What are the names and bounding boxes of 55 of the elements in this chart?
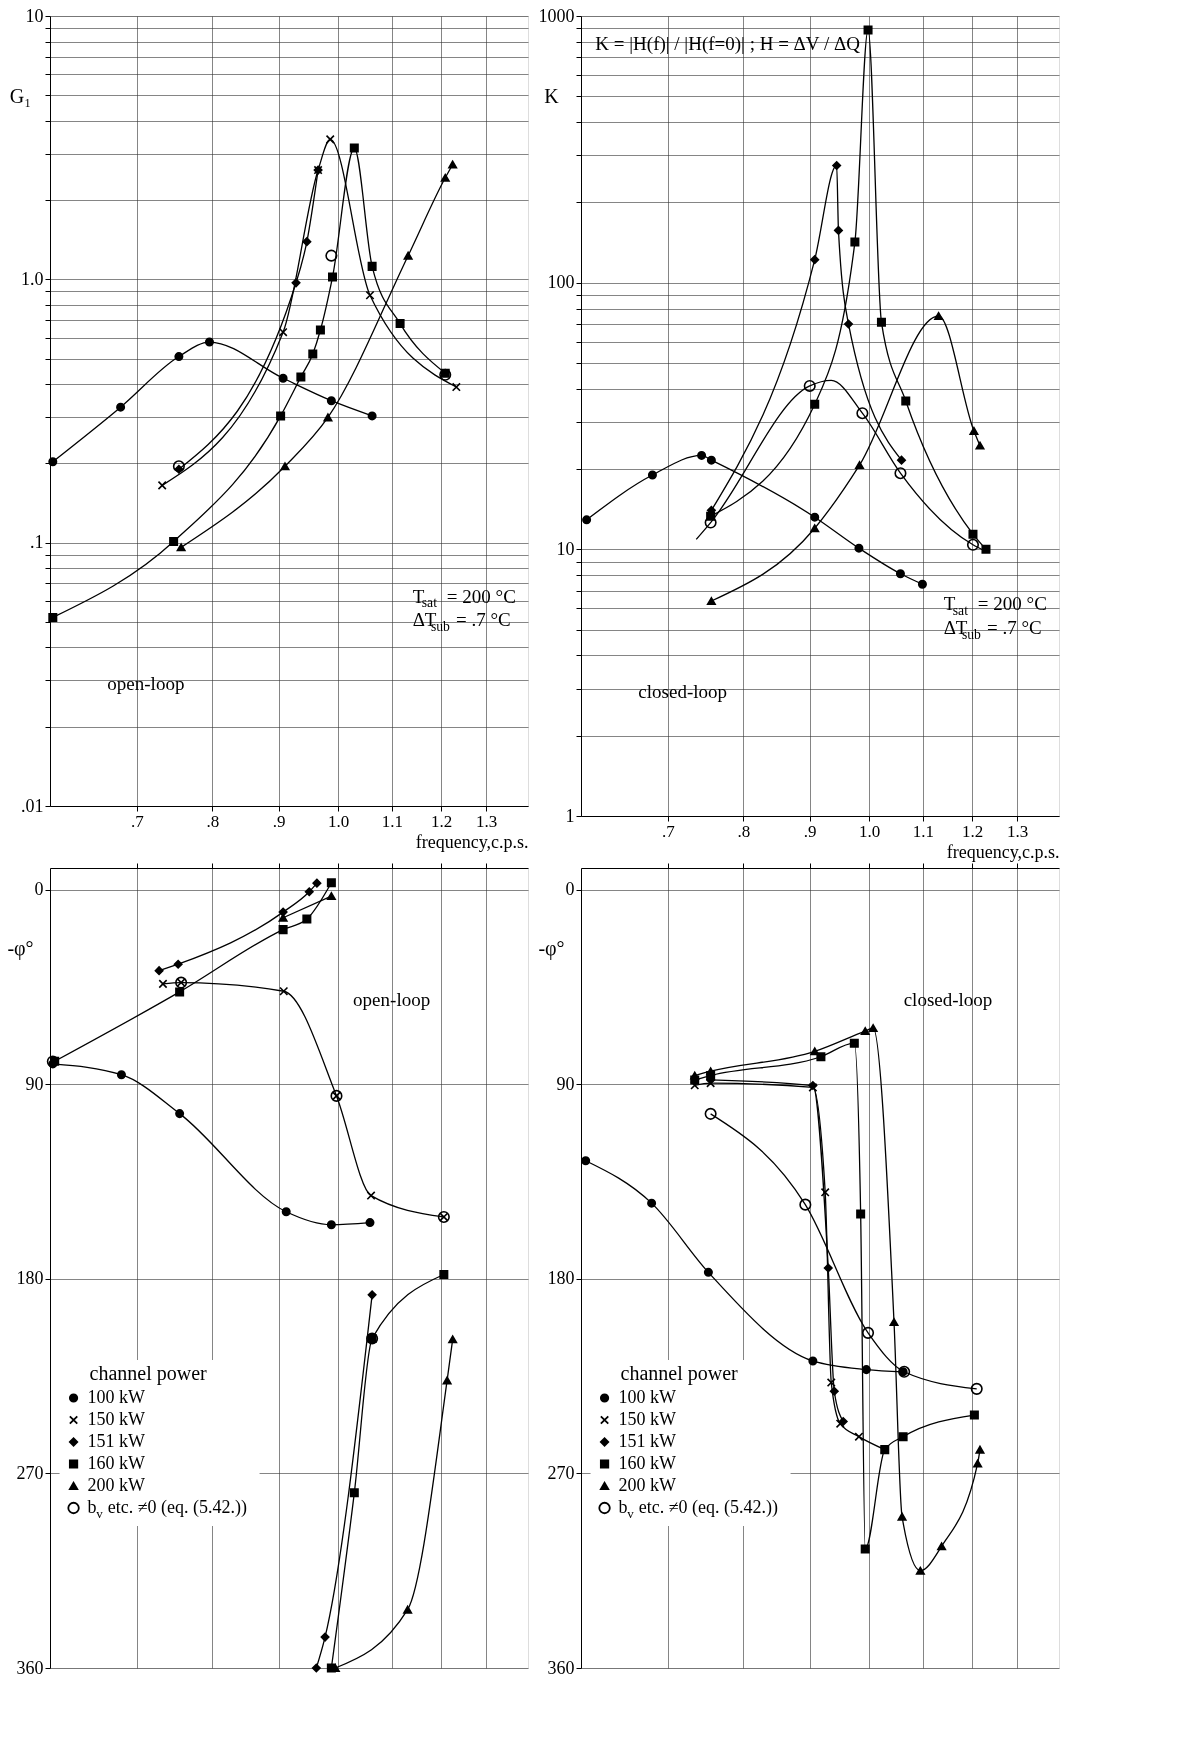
legend-label: 160 kW: [87, 1453, 146, 1473]
x-tick-label: 1.0: [328, 811, 350, 831]
x-tick-label: .8: [206, 811, 220, 831]
legend-label: 200 kW: [618, 1475, 677, 1495]
y-axis-title: G₁: [9, 84, 32, 107]
legend-label: 100 kW: [87, 1387, 146, 1407]
annotation: closed-loop: [903, 989, 993, 1010]
x-tick-label: 1.1: [381, 811, 404, 831]
y-tick-label: 90: [25, 1073, 44, 1094]
y-tick-label: .01: [21, 795, 44, 816]
annotation: closed-loop: [638, 681, 728, 702]
y-tick-label: 270: [547, 1462, 575, 1483]
y-axis-title: K: [544, 84, 560, 107]
x-tick-label: .9: [272, 811, 286, 831]
legend-title: channel power: [620, 1362, 739, 1385]
x-tick-label: .7: [662, 821, 676, 841]
y-tick-label: 10: [25, 5, 44, 26]
legend-title: channel power: [89, 1362, 208, 1385]
x-tick-label: 1.2: [430, 811, 453, 831]
y-tick-label: .1: [30, 532, 44, 553]
y-tick-label: 10: [556, 538, 575, 559]
x-tick-label: .9: [803, 821, 817, 841]
annotation: open-loop: [353, 989, 431, 1010]
y-tick-label: 100: [547, 272, 575, 293]
legend-label: 150 kW: [618, 1409, 677, 1429]
annotation: K = |H(f)| / |H(f=0)| ; H = ΔV / ΔQ: [595, 33, 861, 55]
legend-label: 100 kW: [618, 1387, 677, 1407]
x-tick-label: 1.2: [961, 821, 984, 841]
legend-label: 200 kW: [87, 1475, 146, 1495]
y-tick-label: 180: [547, 1268, 575, 1289]
y-axis-title: -φ°: [7, 936, 34, 960]
legend-label: 151 kW: [87, 1431, 146, 1451]
y-tick-label: 1000: [538, 5, 575, 26]
annotation: open-loop: [107, 672, 185, 694]
x-tick-label: 1.0: [859, 821, 881, 841]
y-axis-title: -φ°: [538, 936, 565, 960]
x-axis-title: frequency,c.p.s.: [415, 831, 529, 852]
y-tick-label: 0: [34, 879, 44, 900]
y-tick-label: 1.0: [21, 268, 44, 289]
legend-label: 160 kW: [618, 1453, 677, 1473]
y-tick-label: 90: [556, 1073, 575, 1094]
x-tick-label: 1.3: [476, 811, 498, 831]
x-tick-label: .8: [737, 821, 751, 841]
x-tick-label: 1.3: [1007, 821, 1029, 841]
x-tick-label: 1.1: [912, 821, 935, 841]
y-tick-label: 360: [16, 1657, 44, 1678]
x-axis-title: frequency,c.p.s.: [946, 841, 1060, 862]
y-tick-label: 180: [16, 1268, 44, 1289]
y-tick-label: 360: [547, 1657, 575, 1678]
y-tick-label: 0: [565, 879, 575, 900]
legend-label: 150 kW: [87, 1409, 146, 1429]
x-tick-label: .7: [131, 811, 145, 831]
y-tick-label: 270: [16, 1462, 44, 1483]
legend-label: 151 kW: [618, 1431, 677, 1451]
y-tick-label: 1: [565, 805, 575, 826]
